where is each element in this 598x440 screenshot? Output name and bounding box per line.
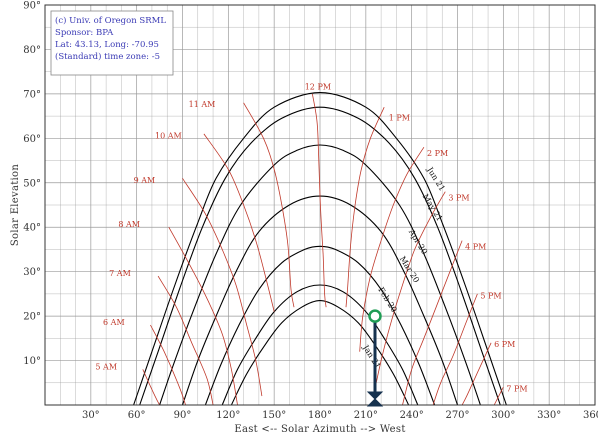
hour-curve-6-pm xyxy=(461,342,492,406)
y-tick-label: 20° xyxy=(23,312,41,323)
info-line-credit: (c) Univ. of Oregon SRML xyxy=(55,15,166,26)
y-tick-label: 40° xyxy=(23,223,41,234)
hour-label-2-pm: 2 PM xyxy=(427,149,448,158)
info-line-sponsor: Sponsor: BPA xyxy=(55,28,114,38)
azimuth-bowtie-marker xyxy=(366,391,384,407)
info-line-timezone: (Standard) time zone: -5 xyxy=(55,51,160,62)
sun-position-marker xyxy=(368,309,382,323)
x-tick-label: 360° xyxy=(583,410,598,421)
hour-label-9-am: 9 AM xyxy=(134,176,156,185)
date-curve-may-21 xyxy=(139,106,501,406)
hour-curve-12-pm xyxy=(312,93,327,308)
x-tick-label: 90° xyxy=(174,410,192,421)
x-tick-label: 300° xyxy=(491,410,515,421)
hour-curve-5-am xyxy=(142,369,160,406)
hour-curve-9-am xyxy=(182,178,263,397)
info-box-frame xyxy=(50,10,174,76)
hour-curve-3-pm xyxy=(373,191,446,397)
sun-position-indicator xyxy=(366,309,384,407)
info-box: (c) Univ. of Oregon SRML Sponsor: BPA La… xyxy=(50,10,174,76)
date-curve-feb-20 xyxy=(204,245,436,406)
x-tick-label: 180° xyxy=(308,410,332,421)
hour-curve-5-pm xyxy=(432,293,478,406)
hour-label-4-pm: 4 PM xyxy=(465,242,486,251)
y-axis-label: Solar Elevation xyxy=(10,164,21,246)
hour-curve-11-am xyxy=(243,102,295,308)
hour-label-3-pm: 3 PM xyxy=(448,194,469,203)
x-tick-label: 240° xyxy=(400,410,424,421)
hour-label-6-am: 6 AM xyxy=(103,318,125,327)
hour-curve-8-am xyxy=(168,227,238,406)
x-axis-label: East <-- Solar Azimuth --> West xyxy=(234,424,405,435)
hour-label-5-am: 5 AM xyxy=(95,362,117,371)
hour-curve-7-pm xyxy=(493,387,504,406)
hour-label-10-am: 10 AM xyxy=(155,131,182,140)
y-tick-label: 30° xyxy=(23,267,41,278)
hour-curves xyxy=(142,93,504,406)
x-tick-label: 120° xyxy=(216,410,240,421)
hour-labels: 5 AM 6 AM 7 AM 8 AM 9 AM 10 AM 11 AM 12 PM 1 PM 2… xyxy=(95,82,527,393)
hour-label-7-am: 7 AM xyxy=(109,269,131,278)
date-curve-jun-21 xyxy=(133,92,507,406)
date-curve-jan-21 xyxy=(221,284,419,406)
hour-label-8-am: 8 AM xyxy=(118,220,140,229)
hour-label-5-pm: 5 PM xyxy=(480,291,501,300)
y-tick-label: 60° xyxy=(23,134,41,145)
y-tick-label: 10° xyxy=(23,356,41,367)
hour-label-12-pm: 12 PM xyxy=(305,82,331,91)
hour-curve-6-am xyxy=(150,324,186,406)
x-axis-ticks: 30° 60° 90° 120° 150° 180° 210° 240° 270° 300° 330… xyxy=(82,410,598,421)
hour-curve-7-am xyxy=(157,275,214,406)
x-tick-label: 270° xyxy=(445,410,469,421)
y-axis-ticks: 10° 20° 30° 40° 50° 60° 70° 80° 90° xyxy=(23,1,41,368)
date-curves xyxy=(133,92,507,406)
x-tick-label: 210° xyxy=(354,410,378,421)
hour-label-11-am: 11 AM xyxy=(189,100,216,109)
date-curve-dec-21 xyxy=(230,300,410,406)
y-tick-label: 80° xyxy=(23,45,41,56)
plot-frame xyxy=(44,4,596,406)
hour-label-1-pm: 1 PM xyxy=(389,114,410,123)
hour-curve-10-am xyxy=(203,133,275,312)
x-tick-label: 60° xyxy=(128,410,146,421)
hour-label-6-pm: 6 PM xyxy=(494,340,515,349)
y-tick-label: 90° xyxy=(23,1,41,12)
y-tick-label: 70° xyxy=(23,89,41,100)
date-curve-apr-20 xyxy=(159,144,481,406)
x-tick-label: 330° xyxy=(537,410,561,421)
hour-curve-2-pm xyxy=(359,146,425,352)
y-tick-label: 50° xyxy=(23,178,41,189)
info-line-location: Lat: 43.13, Long: -70.95 xyxy=(55,40,159,50)
x-tick-label: 150° xyxy=(262,410,286,421)
hour-label-7-pm: 7 PM xyxy=(506,385,527,394)
x-tick-label: 30° xyxy=(82,410,100,421)
hour-curve-4-pm xyxy=(402,240,463,406)
hour-curve-1-pm xyxy=(345,107,385,308)
